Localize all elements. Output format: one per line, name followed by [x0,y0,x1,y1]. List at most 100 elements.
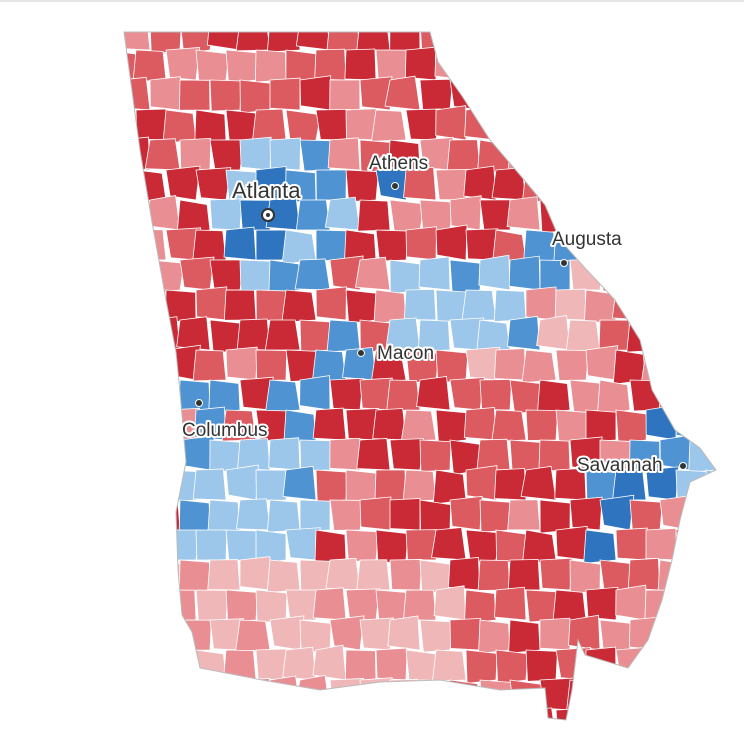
county [315,108,351,141]
county [46,290,79,323]
county [419,78,454,111]
county [508,619,541,654]
county [255,469,287,501]
county [626,139,661,173]
county [178,379,211,413]
county [315,169,347,201]
county [235,32,271,52]
county [225,589,259,623]
county [568,32,601,55]
county [463,165,497,201]
county [60,499,91,530]
county [449,259,483,294]
county [675,109,711,142]
county [176,740,210,744]
county [30,80,63,114]
county [495,649,529,685]
county [525,649,558,682]
county [720,80,744,113]
county [59,739,90,744]
city-marker [560,259,568,267]
county [585,164,617,201]
county [192,229,227,262]
county [124,529,141,563]
state-outline [123,31,717,721]
county [90,496,122,530]
county [16,110,47,144]
county [432,649,467,682]
county [26,439,60,470]
county [345,169,379,203]
county [329,437,361,471]
county [85,437,120,470]
county [165,165,201,201]
county [555,106,590,141]
county [13,590,46,624]
county [645,527,677,561]
county [46,348,79,380]
county [284,708,317,720]
county [195,589,229,621]
county [599,79,636,111]
county [329,377,364,411]
county [585,646,617,681]
county [225,49,259,84]
county [525,286,557,321]
county [551,47,587,81]
county [615,109,652,141]
county [435,709,467,720]
county [315,469,348,503]
county [265,379,301,413]
county [60,79,93,110]
county [345,529,379,563]
county [239,259,272,292]
county [149,259,185,294]
county [179,79,211,111]
county [447,557,481,591]
county [16,225,50,260]
county [124,32,151,51]
city-label: Macon [377,343,434,364]
county [599,195,636,231]
county [384,75,421,111]
county [124,286,140,321]
county [209,439,241,473]
county [583,289,617,325]
county [671,49,707,83]
county [599,259,634,292]
county [207,559,241,591]
county [0,110,18,145]
county [149,439,182,476]
county [76,290,107,320]
county [0,320,30,353]
county [60,380,90,411]
county [659,259,695,296]
county [345,588,380,621]
county [124,704,137,720]
county [124,679,125,713]
county [449,495,483,531]
county [657,740,690,744]
city-marker [266,213,270,217]
county [570,740,600,744]
county [675,229,709,265]
county [478,254,511,291]
county [419,439,452,473]
county [209,259,245,291]
county [539,740,570,744]
county [266,559,301,593]
county [461,289,497,322]
county [387,615,421,651]
county [539,136,575,171]
county [266,32,301,53]
county [264,319,301,351]
county [685,495,716,531]
county [46,110,78,140]
county [714,559,716,591]
county [209,79,242,112]
county [720,678,744,710]
county [355,256,391,291]
county [46,406,79,440]
county [225,464,259,501]
